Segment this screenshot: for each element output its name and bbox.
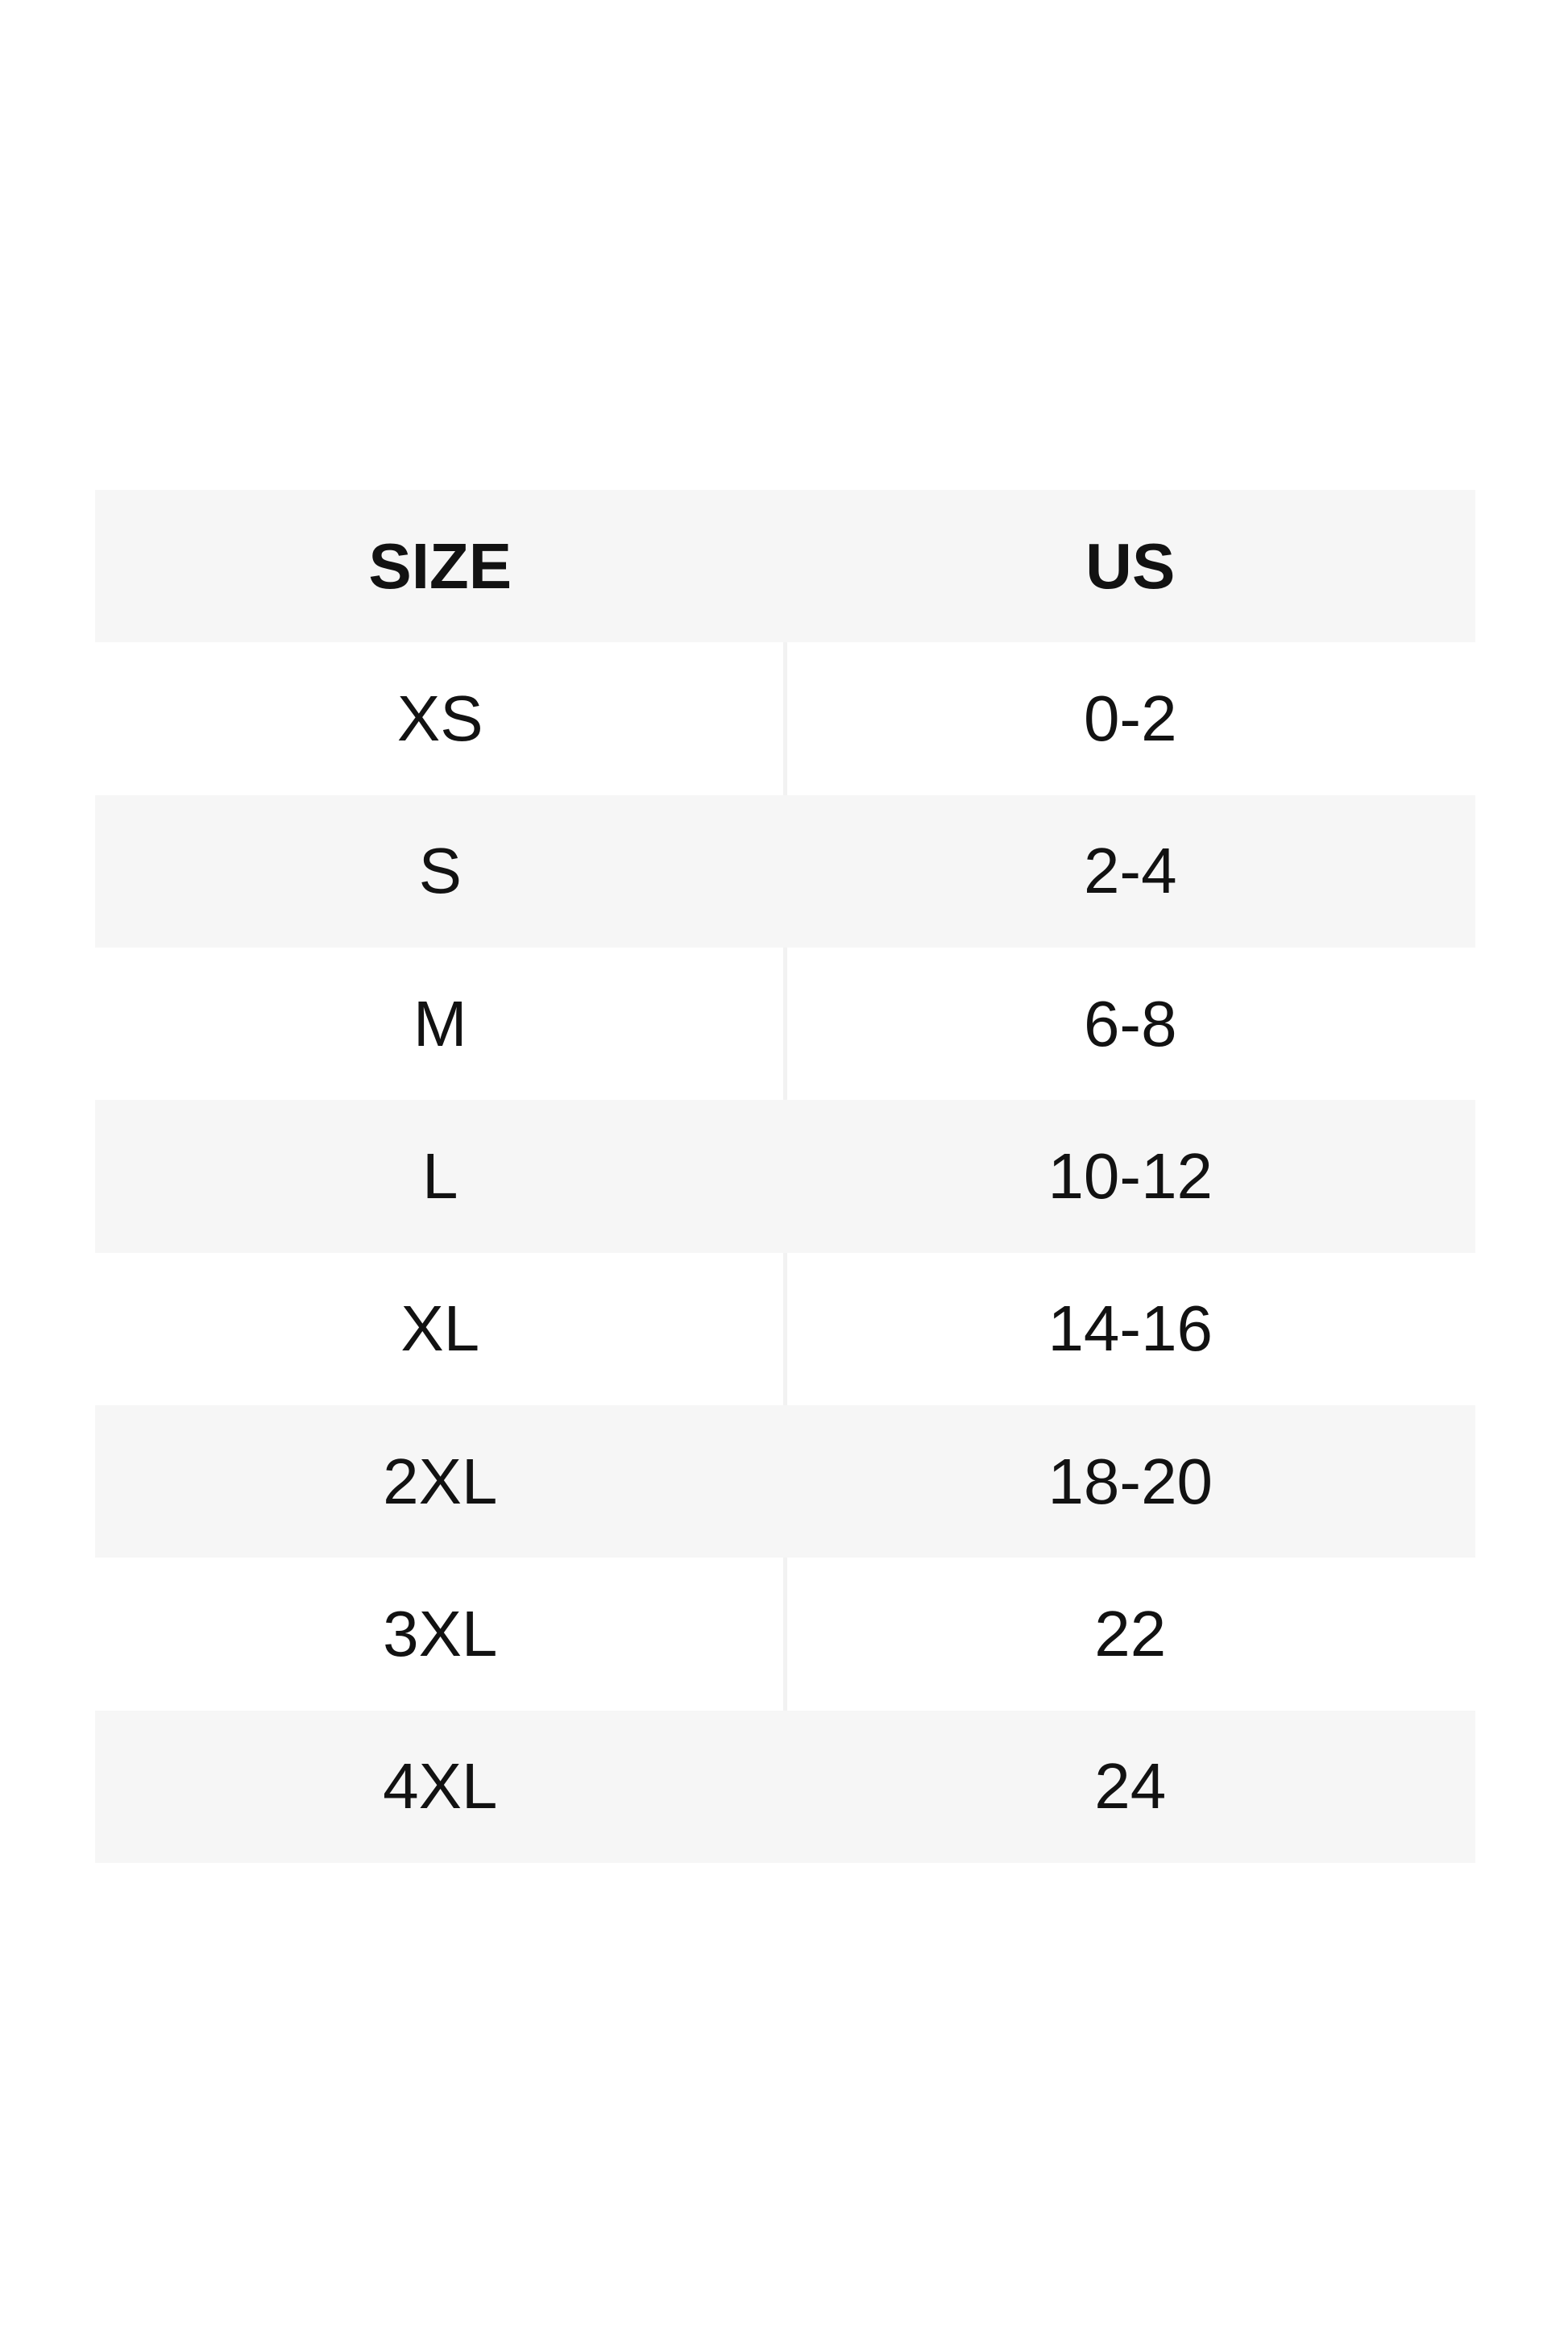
column-divider: [783, 1252, 787, 1405]
us-value-cell: 0-2: [1083, 682, 1177, 754]
column-divider: [783, 1558, 787, 1711]
size-cell: 4XL: [383, 1750, 498, 1823]
us-value-cell: 6-8: [1083, 987, 1177, 1060]
size-cell: 2XL: [383, 1445, 498, 1517]
us-value-cell: 24: [1094, 1750, 1167, 1823]
column-divider: [783, 642, 787, 795]
table-row: L 10-12: [95, 1100, 1475, 1253]
column-header-size: SIZE: [368, 529, 512, 602]
size-chart-table: SIZE US XS 0-2 S 2-4 M 6-8 L 10-12 XL 14…: [95, 490, 1475, 1863]
size-cell: M: [413, 987, 467, 1060]
size-cell: 3XL: [383, 1597, 498, 1670]
table-row: 4XL 24: [95, 1710, 1475, 1863]
header-row: SIZE US: [95, 490, 1475, 643]
us-value-cell: 22: [1094, 1597, 1167, 1670]
us-value-cell: 10-12: [1047, 1139, 1213, 1212]
table-row: 2XL 18-20: [95, 1404, 1475, 1558]
size-cell: S: [418, 835, 462, 907]
size-cell: L: [422, 1139, 458, 1212]
column-divider: [783, 947, 787, 1101]
size-cell: XS: [396, 682, 483, 754]
us-value-cell: 14-16: [1047, 1292, 1213, 1365]
table-row: XS 0-2: [95, 642, 1475, 795]
column-header-us: US: [1085, 529, 1176, 602]
table-row: XL 14-16: [95, 1252, 1475, 1405]
table-row: M 6-8: [95, 947, 1475, 1101]
us-value-cell: 18-20: [1047, 1445, 1213, 1517]
table-row: 3XL 22: [95, 1558, 1475, 1711]
us-value-cell: 2-4: [1083, 835, 1177, 907]
table-row: S 2-4: [95, 794, 1475, 948]
size-cell: XL: [400, 1292, 480, 1365]
